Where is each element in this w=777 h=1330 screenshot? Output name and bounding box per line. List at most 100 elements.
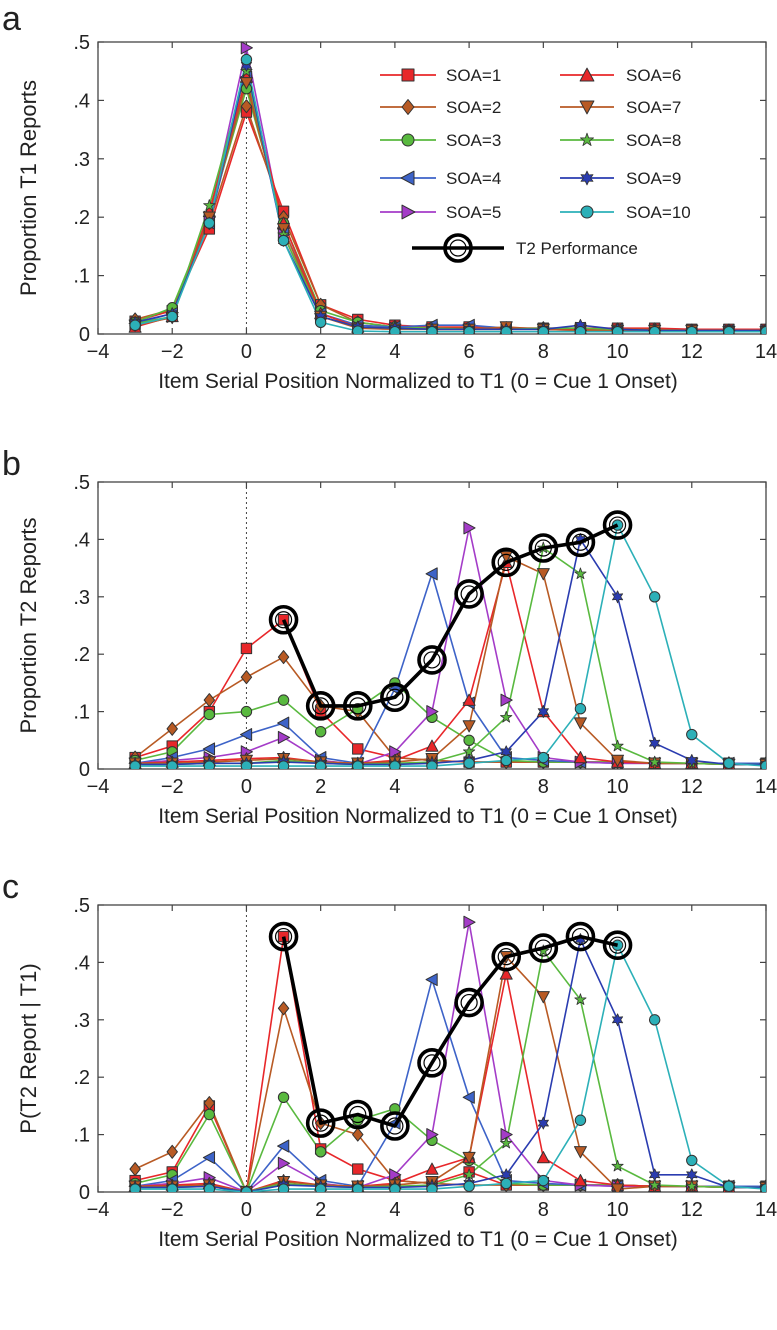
legend-marker — [580, 205, 594, 219]
x-tick-label: 8 — [538, 341, 549, 363]
x-axis-label: Item Serial Position Normalized to T1 (0… — [158, 1228, 678, 1251]
plot-area — [128, 41, 766, 334]
data-point — [277, 694, 290, 706]
t2-performance-point — [602, 510, 633, 540]
y-tick-label: .1 — [73, 266, 90, 288]
panel-c: c −4 −2 0 2 4 6 8 10 12 14 0 .1 .2 .3 .4 .5 Item Serial P… — [2, 868, 777, 1251]
t2-performance-point — [565, 921, 596, 952]
data-point — [203, 199, 216, 211]
data-point — [537, 1174, 550, 1187]
data-point — [686, 728, 698, 741]
data-point — [760, 760, 766, 769]
data-point — [573, 1146, 587, 1159]
t2-performance-point-inner — [571, 927, 590, 946]
data-point — [500, 693, 513, 707]
data-point — [648, 1014, 661, 1026]
data-point — [574, 703, 587, 715]
data-point — [500, 1177, 512, 1190]
data-point — [574, 567, 587, 580]
x-tick-label: 0 — [241, 341, 252, 363]
data-point — [277, 760, 290, 769]
panel-letter: b — [2, 445, 21, 483]
data-point — [574, 1114, 587, 1126]
data-point — [463, 325, 475, 334]
data-point — [537, 705, 549, 718]
data-point — [500, 325, 512, 334]
y-tick-label: 0 — [79, 759, 90, 781]
data-point — [203, 708, 216, 721]
t2-performance-point — [528, 933, 559, 963]
data-point — [314, 725, 327, 738]
series-line — [134, 656, 766, 765]
data-point — [573, 1174, 587, 1187]
x-tick-label: 0 — [241, 1199, 252, 1221]
y-axis-label: Proportion T1 Reports — [16, 80, 41, 296]
y-tick-label: .2 — [73, 644, 90, 666]
t2-performance-point-inner — [386, 1117, 404, 1135]
x-tick-label: 12 — [681, 1199, 703, 1221]
t2-performance-line — [281, 523, 619, 708]
t2-performance-point — [342, 1099, 373, 1130]
data-point — [240, 642, 253, 655]
data-point — [203, 1108, 216, 1121]
data-point — [686, 1168, 698, 1182]
t2-performance-line — [281, 934, 619, 1128]
x-tick-label: 12 — [681, 341, 703, 363]
data-point — [389, 1183, 401, 1192]
data-point — [649, 736, 661, 750]
x-tick-label: 8 — [538, 1199, 549, 1221]
t2-performance-point-inner — [460, 993, 478, 1012]
data-point — [648, 591, 661, 603]
data-point — [425, 973, 438, 987]
t2-performance-point-inner — [608, 936, 627, 954]
legend-marker — [401, 99, 415, 115]
legend-marker — [580, 170, 594, 186]
t2-performance-point-inner — [349, 697, 367, 715]
t2-performance-point — [454, 987, 484, 1018]
legend-marker — [580, 132, 594, 146]
t2-performance-point-inner — [571, 533, 590, 551]
data-point — [203, 1183, 216, 1192]
legend-label: SOA=3 — [446, 131, 501, 150]
data-point — [537, 1116, 549, 1130]
series-line — [134, 571, 766, 765]
t2-performance-point-inner — [349, 1105, 367, 1124]
t2-performance-point-inner — [423, 1054, 441, 1072]
x-tick-label: 14 — [755, 1199, 777, 1221]
t2-performance-point-inner — [460, 585, 478, 603]
t2-performance-point — [380, 1111, 410, 1141]
data-point — [760, 325, 766, 334]
data-point — [686, 325, 698, 334]
data-point — [277, 234, 290, 247]
data-point — [166, 310, 178, 323]
legend-label: SOA=2 — [446, 98, 501, 117]
data-point — [352, 1183, 364, 1192]
y-tick-label: .4 — [73, 529, 90, 551]
x-tick-label: 0 — [241, 776, 252, 798]
data-point — [426, 325, 438, 334]
series-line — [135, 537, 766, 766]
plot-area — [128, 915, 766, 1192]
t2-performance-point — [305, 691, 336, 721]
t2-performance-point — [305, 1108, 336, 1138]
series-line — [134, 109, 766, 331]
plot-area — [128, 510, 766, 769]
data-point — [239, 728, 253, 742]
data-point — [723, 1180, 735, 1192]
data-point — [537, 325, 550, 334]
legend-marker — [401, 68, 415, 82]
data-point — [166, 760, 178, 769]
data-point — [536, 1151, 550, 1164]
data-point — [462, 1090, 475, 1104]
legend-marker — [579, 100, 595, 115]
y-tick-label: .5 — [73, 895, 90, 917]
t2-performance-point-inner — [608, 516, 627, 534]
data-point — [389, 760, 401, 769]
data-point — [685, 1179, 698, 1192]
data-point — [648, 755, 661, 768]
x-tick-label: 6 — [464, 776, 475, 798]
x-tick-label: 6 — [464, 1199, 475, 1221]
data-point — [611, 1183, 625, 1192]
data-point — [277, 1156, 291, 1170]
data-point — [611, 739, 624, 752]
